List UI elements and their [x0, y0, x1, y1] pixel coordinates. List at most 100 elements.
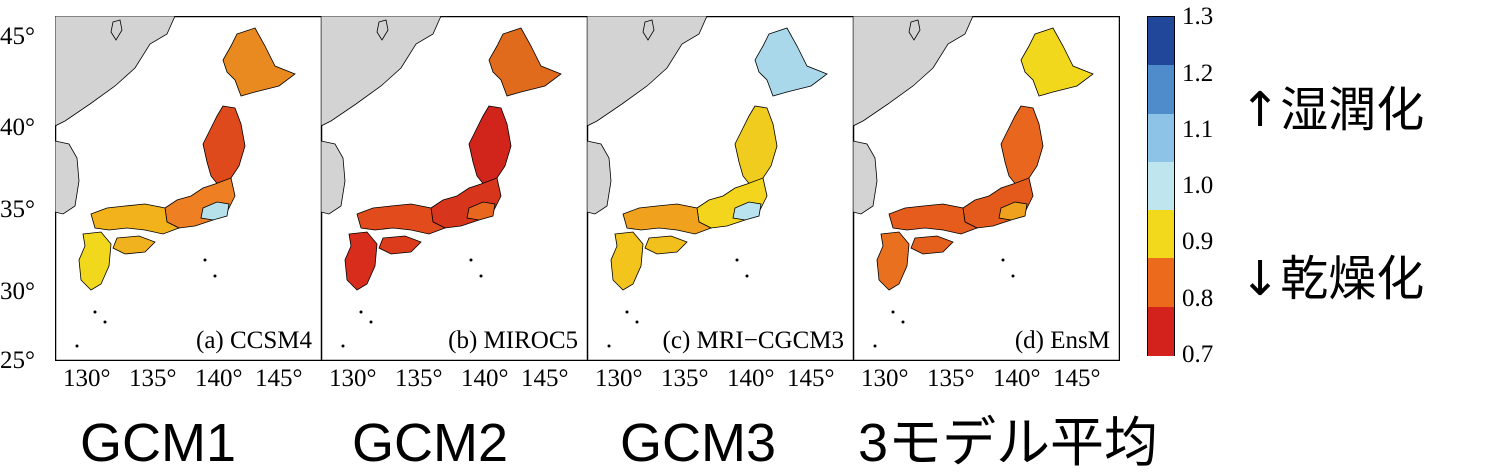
shikoku-island	[644, 235, 688, 255]
lon-label-145: 145°	[521, 365, 569, 392]
map-panel-ensm: (d) EnsM	[853, 16, 1120, 361]
honshu-tohoku	[202, 105, 246, 187]
kanto-region	[466, 201, 496, 221]
lat-label-25: 25°	[0, 347, 35, 374]
continent-landmass	[321, 16, 442, 127]
colorbar-tick-1-0: 1.0	[1182, 172, 1214, 199]
lon-label-145: 145°	[1053, 365, 1101, 392]
panel-map-mri-cgcm3	[587, 16, 854, 361]
model-label-gcm2: GCM2	[352, 413, 509, 473]
lat-label-40: 40°	[0, 114, 35, 141]
continent-landmass	[55, 16, 176, 127]
shikoku-island	[910, 235, 954, 255]
small-island	[625, 310, 629, 314]
panel-map-miroc5	[321, 16, 588, 361]
small-island	[735, 258, 739, 262]
small-island	[213, 274, 217, 278]
honshu-west	[90, 203, 180, 235]
model-label-gcm1: GCM1	[80, 413, 237, 473]
colorbar-segment	[1148, 210, 1174, 260]
small-island	[359, 310, 363, 314]
colorbar	[1147, 16, 1175, 356]
colorbar-segment	[1148, 161, 1174, 212]
shikoku-island	[378, 235, 422, 255]
small-island	[203, 258, 207, 262]
small-island	[745, 274, 749, 278]
colorbar-segment	[1148, 258, 1174, 308]
korea-peninsula	[587, 140, 612, 215]
small-island	[635, 320, 639, 324]
legend-dry-label: ↓乾燥化	[1240, 251, 1425, 307]
honshu-tohoku	[734, 105, 778, 187]
small-island	[479, 274, 483, 278]
lon-label-130: 130°	[595, 365, 643, 392]
small-island	[469, 258, 473, 262]
honshu-west	[622, 203, 712, 235]
lon-label-130: 130°	[63, 365, 111, 392]
small-island	[891, 310, 895, 314]
panel-caption-mri-cgcm3: (c) MRI−CGCM3	[660, 327, 846, 354]
small-island	[1001, 258, 1005, 262]
small-island	[369, 320, 373, 324]
colorbar-tick-0-7: 0.7	[1182, 341, 1214, 368]
lat-label-45: 45°	[0, 23, 35, 50]
lon-label-140: 140°	[195, 365, 243, 392]
panel-caption-miroc5: (b) MIROC5	[446, 327, 580, 354]
small-island	[607, 344, 611, 348]
sakhalin-island	[908, 19, 921, 41]
small-island	[103, 320, 107, 324]
small-island	[901, 320, 905, 324]
hokkaido-island	[488, 27, 562, 97]
kyushu-island	[610, 231, 644, 291]
lon-label-140: 140°	[727, 365, 775, 392]
small-island	[341, 344, 345, 348]
small-island	[1011, 274, 1015, 278]
hokkaido-island	[754, 27, 828, 97]
lon-label-140: 140°	[461, 365, 509, 392]
colorbar-segment	[1148, 65, 1174, 115]
continent-landmass	[587, 16, 708, 127]
model-label-ensemble-mean: 3モデル平均	[858, 413, 1159, 473]
honshu-west	[356, 203, 446, 235]
map-panel-miroc5: (b) MIROC5	[321, 16, 588, 361]
sakhalin-island	[110, 19, 123, 41]
lon-label-135: 135°	[129, 365, 177, 392]
honshu-tohoku	[1000, 105, 1044, 187]
lon-label-135: 135°	[395, 365, 443, 392]
small-island	[873, 344, 877, 348]
panel-caption-ccsm4: (a) CCSM4	[194, 327, 314, 354]
lat-label-35: 35°	[0, 196, 35, 223]
small-island	[75, 344, 79, 348]
colorbar-segment	[1148, 17, 1174, 67]
model-label-gcm3: GCM3	[620, 413, 777, 473]
colorbar-tick-1-1: 1.1	[1182, 116, 1214, 143]
korea-peninsula	[55, 140, 80, 215]
map-panel-mri-cgcm3: (c) MRI−CGCM3	[587, 16, 854, 361]
korea-peninsula	[321, 140, 346, 215]
lon-label-145: 145°	[787, 365, 835, 392]
korea-peninsula	[853, 140, 878, 215]
honshu-west	[888, 203, 978, 235]
hokkaido-island	[1020, 27, 1094, 97]
legend-wet-label: ↑湿潤化	[1240, 82, 1425, 138]
small-island	[93, 310, 97, 314]
lon-label-140: 140°	[993, 365, 1041, 392]
colorbar-tick-0-8: 0.8	[1182, 285, 1214, 312]
hokkaido-island	[222, 27, 296, 97]
colorbar-segment	[1148, 113, 1174, 163]
lon-label-145: 145°	[255, 365, 303, 392]
colorbar-segment	[1148, 306, 1174, 356]
continent-landmass	[853, 16, 974, 127]
panel-caption-ensm: (d) EnsM	[1012, 327, 1112, 354]
map-panel-ccsm4: (a) CCSM4	[55, 16, 322, 361]
lon-label-135: 135°	[661, 365, 709, 392]
kanto-region	[998, 201, 1028, 221]
kanto-region	[200, 201, 230, 221]
lat-label-30: 30°	[0, 278, 35, 305]
panel-map-ensm	[853, 16, 1120, 361]
sakhalin-island	[376, 19, 389, 41]
kyushu-island	[876, 231, 910, 291]
sakhalin-island	[642, 19, 655, 41]
kyushu-island	[78, 231, 112, 291]
colorbar-tick-0-9: 0.9	[1182, 228, 1214, 255]
